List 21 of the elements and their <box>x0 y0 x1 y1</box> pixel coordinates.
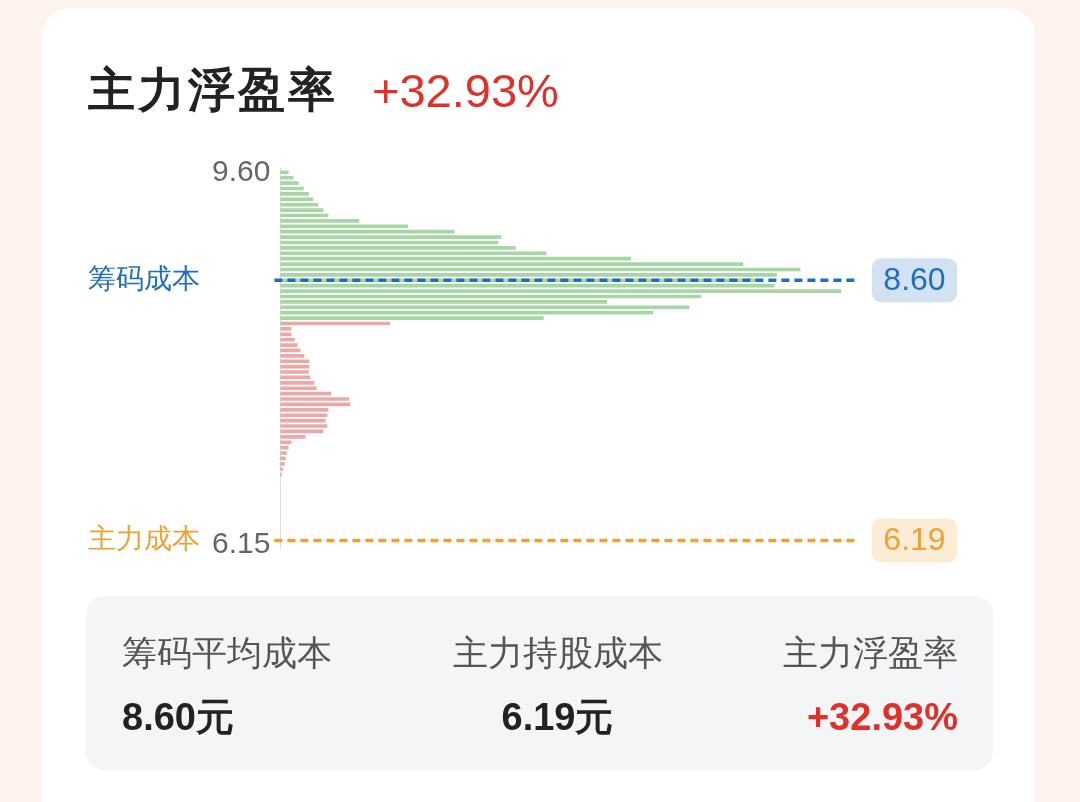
bar <box>280 424 328 428</box>
bar <box>280 170 289 175</box>
bar <box>280 316 544 320</box>
y-tick-label: 9.60 <box>212 153 271 187</box>
text: 8.60元 <box>122 695 235 740</box>
ref-line-label: 筹码成本 <box>88 262 200 294</box>
text: 6.19元 <box>501 695 614 740</box>
bar <box>280 397 350 401</box>
y-tick-label: 6.15 <box>212 526 271 560</box>
text: 主力持股成本 <box>452 632 663 674</box>
text: 主力浮盈率 <box>783 632 958 674</box>
text: +32.93% <box>806 695 958 740</box>
chart-title: 主力浮盈率 <box>88 61 338 118</box>
ref-line-label: 主力成本 <box>88 523 200 555</box>
bar <box>280 451 287 455</box>
bar <box>280 343 298 347</box>
text: 8.60 <box>883 261 946 298</box>
bar <box>280 370 309 374</box>
chart-subtitle: +32.93% <box>372 62 559 118</box>
text: 6.19 <box>883 521 946 558</box>
text: 筹码平均成本 <box>122 632 332 674</box>
